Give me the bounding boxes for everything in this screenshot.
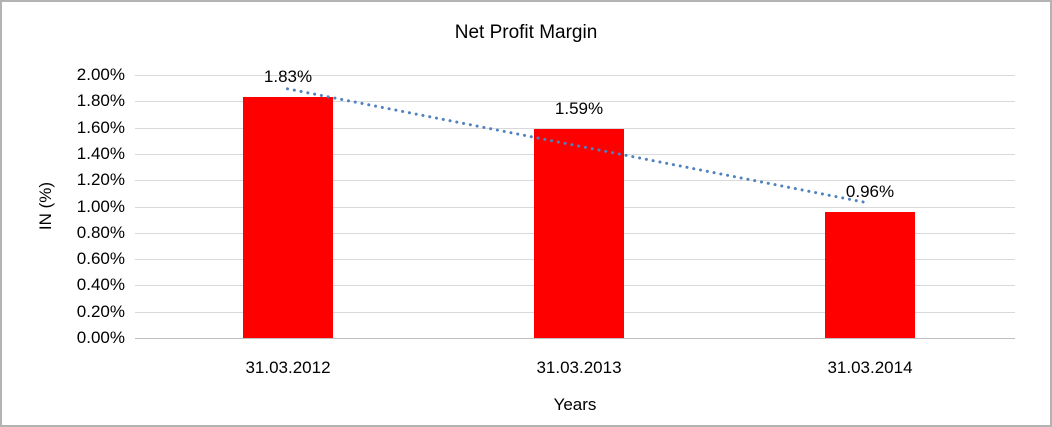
chart-title: Net Profit Margin	[454, 22, 598, 43]
y-tick-label: 1.40%	[76, 144, 125, 163]
y-tick-label: 0.80%	[76, 223, 125, 242]
y-tick-label: 0.40%	[76, 275, 125, 294]
y-tick-label: 1.00%	[76, 197, 125, 216]
y-tick-label: 0.20%	[76, 302, 125, 321]
y-axis-title: IN (%)	[36, 181, 55, 231]
bar	[243, 97, 333, 338]
data-label: 0.96%	[845, 182, 895, 201]
y-tick-label: 0.00%	[76, 328, 125, 347]
x-tick-label: 31.03.2014	[827, 358, 913, 377]
y-tick-label: 1.80%	[76, 91, 125, 110]
bar	[534, 129, 624, 338]
x-axis-title: Years	[553, 395, 597, 414]
x-tick-label: 31.03.2012	[245, 358, 331, 377]
data-label: 1.59%	[554, 99, 604, 118]
x-tick-label: 31.03.2013	[536, 358, 622, 377]
bar	[825, 212, 915, 338]
y-tick-label: 1.60%	[76, 118, 125, 137]
y-tick-label: 2.00%	[76, 65, 125, 84]
data-label: 1.83%	[263, 67, 313, 86]
gridline	[135, 75, 1015, 76]
y-tick-label: 1.20%	[76, 170, 125, 189]
y-tick-label: 0.60%	[76, 249, 125, 268]
x-axis-line	[135, 338, 1015, 339]
